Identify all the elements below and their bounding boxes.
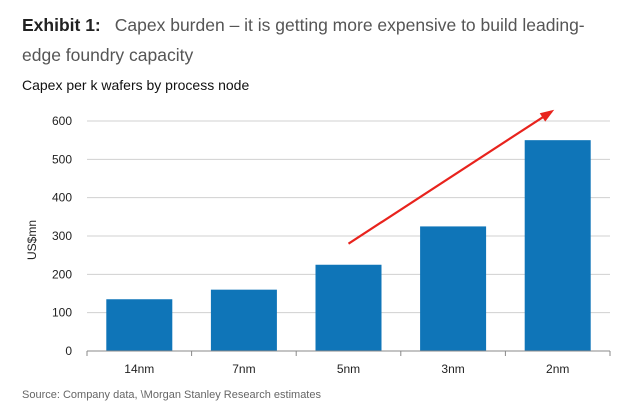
y-axis-title: US$mn <box>25 220 39 260</box>
y-tick-label: 100 <box>52 306 72 320</box>
x-tick-label: 14nm <box>124 362 154 376</box>
bar-chart: 0 100 200 300 400 500 600 14nm 7nm 5nm 3nm 2nm US$… <box>25 109 611 376</box>
bar-14nm <box>106 299 173 351</box>
trend-arrow-head <box>539 109 555 122</box>
exhibit-label: Exhibit 1: <box>22 15 101 35</box>
gridlines <box>87 120 610 314</box>
source-note: Source: Company data, \Morgan Stanley Re… <box>22 389 321 401</box>
chart-title: Capex per k wafers by process node <box>22 77 250 93</box>
y-tick-label: 400 <box>52 191 72 205</box>
bar-7nm <box>210 289 277 351</box>
x-tick-label: 7nm <box>232 362 255 376</box>
x-tick-label: 2nm <box>546 362 569 376</box>
bars <box>106 140 591 351</box>
bar-5nm <box>315 264 382 351</box>
trend-arrow-shaft <box>347 110 553 245</box>
y-tick-label: 500 <box>52 152 72 166</box>
exhibit-title: Capex burden – it is getting more expens… <box>22 15 585 65</box>
x-tick-label: 5nm <box>337 362 360 376</box>
y-tick-label: 300 <box>52 229 72 243</box>
y-tick-label: 600 <box>52 114 72 128</box>
bar-2nm <box>524 140 591 351</box>
y-axis-ticks: 0 100 200 300 400 500 600 <box>52 114 72 358</box>
exhibit-heading: Exhibit 1: Capex burden – it is getting m… <box>22 10 622 70</box>
y-tick-label: 0 <box>65 344 72 358</box>
trend-arrow <box>347 109 555 245</box>
x-axis-ticks: 14nm 7nm 5nm 3nm 2nm <box>86 351 611 376</box>
bar-3nm <box>420 226 487 351</box>
y-tick-label: 200 <box>52 267 72 281</box>
x-tick-label: 3nm <box>441 362 464 376</box>
